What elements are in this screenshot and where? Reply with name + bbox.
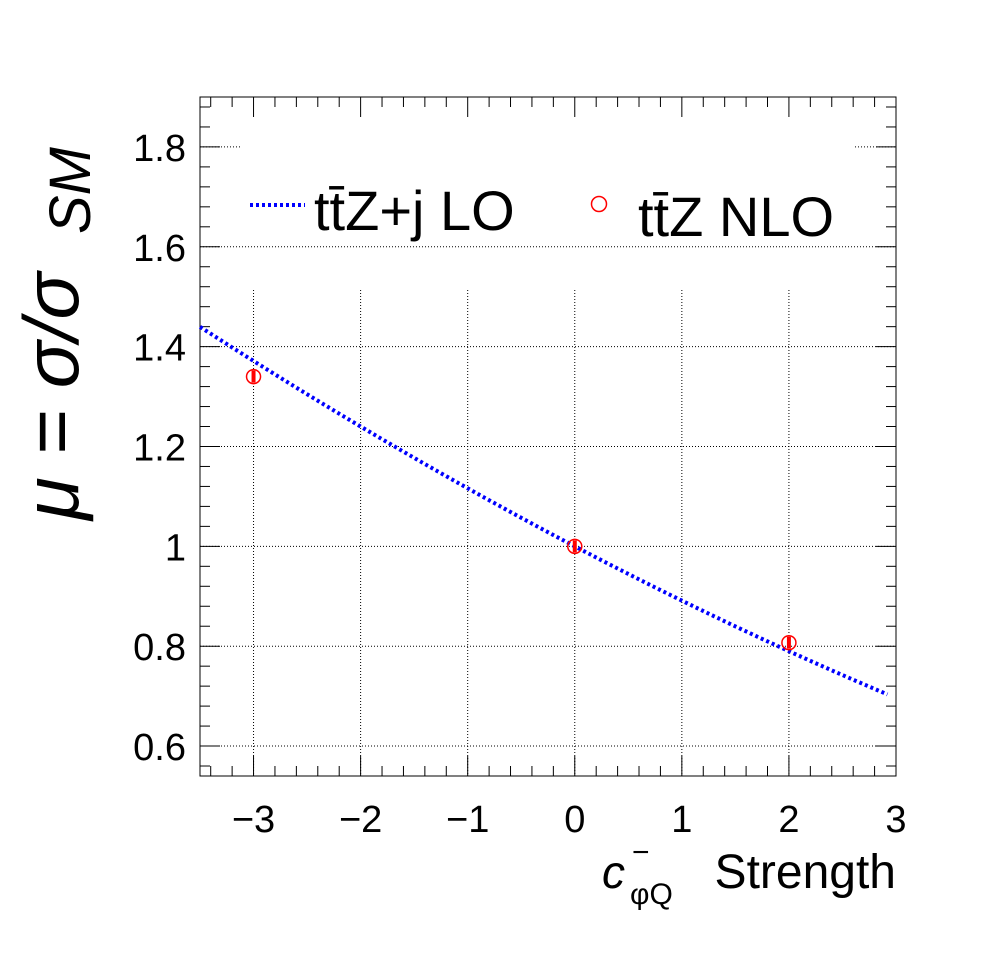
x-axis-title: c − φQ Strength — [602, 836, 896, 911]
y-tick-label: 1.2 — [133, 427, 186, 469]
y-tick-label: 1 — [165, 527, 186, 569]
x-tick-label: 0 — [564, 799, 585, 841]
x-axis-title-superscript: − — [632, 836, 650, 869]
x-tick-label: −1 — [446, 799, 489, 841]
x-tick-label: −3 — [232, 799, 275, 841]
nlo-point — [245, 368, 262, 385]
y-tick-label: 1.4 — [133, 328, 186, 370]
y-axis-title-main: μ = σ/σ — [7, 270, 95, 522]
lo-curve-line — [198, 325, 889, 697]
legend: tt̄Z+j LO tt̄Z NLO — [250, 179, 834, 248]
series-lo-curve — [198, 325, 889, 697]
y-tick-label: 1.6 — [133, 228, 186, 270]
y-tick-label: 1.8 — [133, 128, 186, 170]
axes: −3 −2 −1 0 1 2 3 0.6 0.8 1 1.2 1.4 1.6 1.8 — [133, 96, 907, 841]
y-axis-title-subscript: SM — [38, 146, 103, 234]
x-axis-title-text: Strength — [715, 846, 896, 899]
x-axis-title-subscript: φQ — [630, 878, 673, 911]
nlo-point — [781, 634, 797, 651]
nlo-point — [567, 538, 583, 555]
x-tick-label: 2 — [778, 799, 799, 841]
x-axis-title-symbol: c — [602, 846, 625, 898]
series-nlo-points — [245, 368, 797, 651]
y-tick-label: 0.6 — [133, 727, 186, 769]
y-tick-label: 0.8 — [133, 627, 186, 669]
x-tick-label: 1 — [671, 799, 692, 841]
y-axis-title: μ = σ/σ SM — [7, 146, 103, 522]
plot-frame — [199, 96, 897, 777]
legend-nlo-swatch — [590, 195, 608, 213]
legend-nlo-label: tt̄Z NLO — [638, 185, 834, 248]
legend-lo-label: tt̄Z+j LO — [314, 179, 515, 242]
x-tick-label: 3 — [885, 799, 906, 841]
x-tick-label: −2 — [339, 799, 382, 841]
